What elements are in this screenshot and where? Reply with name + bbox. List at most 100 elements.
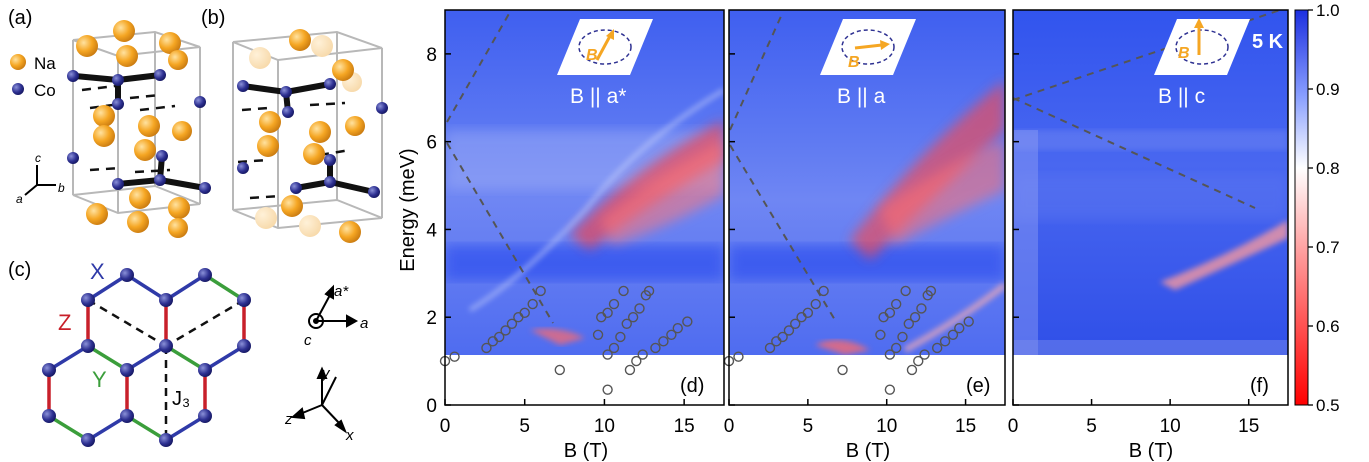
inset-f: B bbox=[1154, 18, 1250, 75]
data-point bbox=[643, 285, 655, 297]
data-point bbox=[658, 336, 669, 347]
legend-co-label: Co bbox=[34, 81, 56, 100]
data-point bbox=[897, 331, 908, 343]
x-tick-label: 5 bbox=[1086, 416, 1097, 437]
data-point bbox=[535, 285, 546, 297]
legend: Na Co bbox=[10, 54, 56, 100]
inset-e: B bbox=[820, 19, 916, 75]
temperature-label: 5 K bbox=[1252, 31, 1284, 53]
data-point bbox=[682, 316, 693, 327]
data-point bbox=[875, 329, 886, 340]
axis-z-label: z bbox=[284, 411, 293, 428]
panel-label-a: (a) bbox=[8, 7, 32, 29]
x-tick-label: 0 bbox=[1008, 416, 1019, 437]
data-point bbox=[615, 331, 626, 343]
bond-label-x: X bbox=[90, 259, 105, 284]
data-point bbox=[884, 349, 896, 360]
panel-label-e: (e) bbox=[966, 375, 990, 397]
data-point bbox=[925, 285, 937, 297]
data-point bbox=[449, 351, 460, 362]
y-tick-label: 0 bbox=[426, 396, 437, 417]
honeycomb-lattice: (c) bbox=[8, 259, 251, 447]
co-legend-icon bbox=[12, 83, 24, 95]
field-label-f: B || c bbox=[1158, 85, 1205, 108]
data-point bbox=[783, 325, 795, 336]
colorbar-tick-label: 0.8 bbox=[1316, 159, 1340, 178]
data-point bbox=[602, 384, 613, 395]
data-point bbox=[963, 316, 974, 327]
data-point bbox=[500, 325, 511, 336]
co-atoms-b bbox=[237, 78, 388, 198]
data-point bbox=[777, 331, 788, 343]
data-point bbox=[618, 285, 629, 297]
field-label-d: B || a* bbox=[570, 85, 626, 108]
data-point bbox=[621, 318, 632, 330]
colorbar-tick-label: 0.7 bbox=[1316, 238, 1340, 257]
data-point bbox=[954, 322, 965, 334]
data-point bbox=[837, 364, 848, 376]
data-point bbox=[916, 303, 927, 314]
inset-arrow-label-f: B bbox=[1178, 45, 1190, 62]
data-point bbox=[790, 318, 801, 330]
data-point bbox=[650, 342, 661, 354]
colorbar-tick-label: 0.9 bbox=[1316, 80, 1340, 99]
data-point bbox=[637, 349, 648, 360]
crystal-structure-b: (b) bbox=[201, 7, 388, 243]
data-point bbox=[900, 285, 911, 297]
panel-label-f: (f) bbox=[1250, 375, 1269, 397]
panel-label-d: (d) bbox=[680, 375, 704, 397]
na-atoms bbox=[76, 20, 192, 238]
x-tick-label: 10 bbox=[876, 416, 897, 437]
field-label-e: B || a bbox=[837, 85, 886, 108]
axis-a-label: a bbox=[16, 192, 23, 206]
x-axis-title-d: B (T) bbox=[564, 440, 608, 462]
x-tick-label: 15 bbox=[1238, 416, 1259, 437]
colorbar-gradient bbox=[1294, 9, 1309, 406]
data-point bbox=[624, 364, 636, 376]
x-tick-label: 0 bbox=[724, 416, 735, 437]
bond-label-j3: J₃ bbox=[172, 388, 190, 410]
data-point bbox=[608, 342, 620, 354]
x-tick-label: 10 bbox=[1160, 416, 1181, 437]
x-tick-label: 15 bbox=[955, 416, 976, 437]
inset-arrow-label-d: B bbox=[586, 47, 598, 64]
data-point bbox=[733, 351, 744, 362]
axis-c-label-c: c bbox=[304, 332, 312, 349]
x-tick-label: 0 bbox=[440, 416, 451, 437]
axis-a-label-c: a bbox=[360, 315, 368, 332]
na-atoms-b bbox=[257, 29, 365, 243]
data-point bbox=[909, 312, 921, 323]
data-point bbox=[939, 336, 951, 347]
data-point bbox=[494, 331, 505, 343]
data-point bbox=[592, 329, 604, 340]
data-point bbox=[903, 318, 914, 330]
data-point bbox=[608, 298, 620, 310]
axis-c-label: c bbox=[35, 151, 41, 165]
data-point bbox=[810, 298, 821, 310]
y-tick-label: 8 bbox=[426, 45, 437, 66]
lattice-directions-icon bbox=[308, 284, 359, 329]
data-point bbox=[906, 364, 918, 376]
data-point bbox=[634, 303, 645, 314]
data-point bbox=[913, 355, 924, 367]
crystal-axes-icon bbox=[24, 165, 56, 196]
data-point bbox=[602, 307, 613, 319]
data-point bbox=[506, 318, 518, 330]
x-tick-label: 10 bbox=[594, 416, 615, 437]
data-point bbox=[481, 342, 492, 354]
crystal-structure-a: (a) bbox=[8, 7, 211, 238]
data-point bbox=[666, 329, 677, 340]
bond-label-z: Z bbox=[58, 310, 71, 335]
co-atoms bbox=[67, 69, 211, 194]
panel-label-c: (c) bbox=[8, 259, 31, 281]
data-markers bbox=[439, 285, 974, 395]
frame-f bbox=[1012, 9, 1289, 406]
inset-d: B bbox=[557, 19, 653, 75]
data-point bbox=[672, 322, 683, 334]
data-point bbox=[519, 307, 530, 319]
bond-label-y: Y bbox=[92, 367, 107, 392]
data-point bbox=[627, 312, 639, 323]
heatmap-f bbox=[1013, 10, 1288, 355]
x-axis-title-f: B (T) bbox=[1129, 440, 1173, 462]
